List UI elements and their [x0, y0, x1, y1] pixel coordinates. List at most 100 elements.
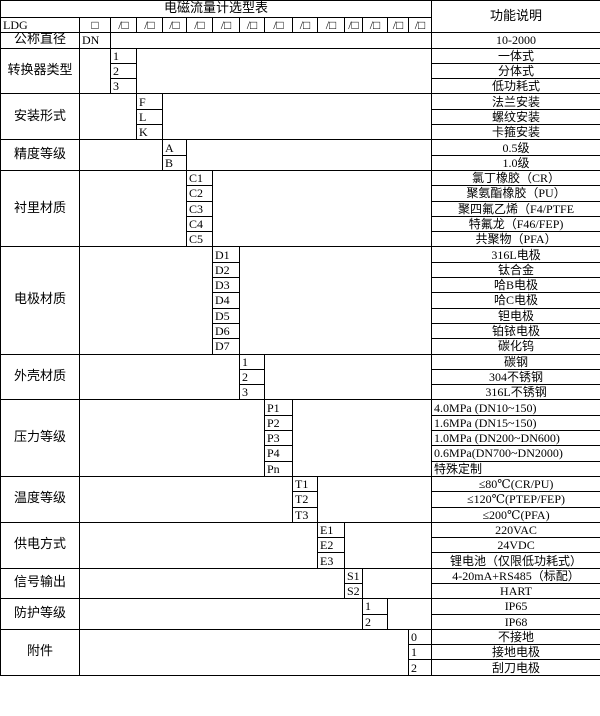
option-row: T3 ≤200℃(PFA)	[1, 506, 600, 523]
model-slot: /□	[212, 16, 240, 34]
model-slot: /□	[186, 16, 213, 34]
model-slot: /□	[407, 16, 433, 34]
option-row: 安装形式 F 法兰安装	[0, 93, 600, 141]
option-code: S1	[344, 567, 363, 584]
option-desc: 法兰安装	[431, 93, 600, 110]
option-desc: 316L电极	[431, 246, 600, 263]
option-row: 温度等级 T1 ≤80℃(CR/PU)	[0, 475, 600, 523]
nominal-diameter-code: DN	[79, 32, 111, 49]
blank-cell	[316, 475, 433, 523]
option-desc: 24VDC	[431, 537, 600, 554]
group-label: 防护等级	[0, 598, 80, 630]
blank-cell	[185, 139, 433, 171]
option-desc: 聚四氟乙烯（F4/PTFE	[431, 200, 600, 217]
option-desc: 碳化钨	[431, 338, 600, 355]
option-desc: 4.0MPa (DN10~150)	[431, 399, 600, 416]
option-desc: 聚氨酯橡胶（PU）	[431, 185, 600, 202]
option-desc: 304不锈钢	[431, 368, 600, 386]
option-code: 3	[110, 78, 137, 95]
blank-cell	[79, 521, 318, 569]
blank-cell	[79, 475, 293, 523]
option-code: E3	[317, 552, 345, 569]
option-code: P3	[264, 430, 293, 447]
option-row: 2 刮刀电极	[1, 659, 600, 676]
option-code: 1	[362, 598, 388, 615]
option-desc: IP65	[431, 598, 600, 615]
blank-cell	[109, 32, 433, 49]
nominal-diameter-label: 公称直径	[0, 32, 80, 49]
option-code: P1	[264, 399, 293, 416]
option-code: 2	[362, 613, 388, 630]
option-desc: 钽电极	[431, 307, 600, 324]
option-code: D5	[212, 307, 240, 324]
model-slot: /□	[317, 16, 345, 34]
option-code: D1	[212, 246, 240, 263]
blank-cell	[79, 246, 213, 355]
option-desc: 哈C电极	[431, 292, 600, 309]
option-desc: 1.0级	[431, 154, 600, 171]
option-desc: 1.6MPa (DN15~150)	[431, 414, 600, 432]
blank-cell	[79, 169, 187, 248]
option-row: 衬里材质 C1 氯丁橡胶（CR）	[0, 169, 600, 248]
option-code: A	[162, 139, 187, 156]
option-desc: 铂铱电极	[431, 322, 600, 340]
blank-cell	[79, 567, 345, 600]
option-code: 1	[110, 47, 137, 64]
blank-cell	[79, 353, 240, 401]
option-code: C1	[186, 169, 213, 187]
model-slot: /□	[344, 16, 363, 34]
model-slot: □	[79, 16, 111, 34]
option-row: C4 特氟龙（F46/FEP)	[1, 215, 600, 233]
option-desc: 低功耗式	[431, 78, 600, 95]
option-row: D6 铂铱电极	[1, 322, 600, 340]
option-desc: 分体式	[431, 62, 600, 80]
group-label: 温度等级	[0, 475, 80, 523]
option-desc: 刮刀电极	[431, 659, 600, 676]
model-slot: /□	[264, 16, 293, 34]
option-desc: 钛合金	[431, 261, 600, 279]
model-slot: /□	[162, 16, 187, 34]
option-desc: ≤80℃(CR/PU)	[431, 475, 600, 493]
option-desc: 螺纹安装	[431, 108, 600, 126]
group-label: 压力等级	[0, 399, 80, 477]
model-slot: /□	[387, 16, 409, 34]
option-code: 1	[239, 353, 265, 370]
option-row: C5 共聚物（PFA）	[1, 231, 600, 248]
option-desc: IP68	[431, 613, 600, 630]
option-desc: 316L不锈钢	[431, 384, 600, 401]
option-code: C3	[186, 200, 213, 217]
group-label: 衬里材质	[0, 169, 80, 248]
option-code: D6	[212, 322, 240, 340]
option-code: D7	[212, 338, 240, 355]
group-label: 供电方式	[0, 521, 80, 569]
option-row: E3 锂电池（仅限低功耗式）	[1, 552, 600, 569]
option-code: T1	[292, 475, 318, 493]
option-desc: 0.6MPa(DN700~DN2000)	[431, 445, 600, 462]
option-row: 转换器类型 1 一体式	[0, 47, 600, 95]
option-code: K	[136, 124, 163, 141]
desc-header: 功能说明	[431, 0, 600, 34]
nominal-diameter-desc: 10-2000	[431, 32, 600, 49]
blank-cell	[291, 399, 433, 477]
option-row: 精度等级 A 0.5级	[0, 139, 600, 171]
option-code: C2	[186, 185, 213, 202]
option-row: 供电方式 E1 220VAC	[0, 521, 600, 569]
option-row: 附件 0 不接地	[0, 628, 600, 676]
option-desc: 接地电极	[431, 644, 600, 661]
blank-cell	[79, 47, 111, 95]
option-desc: 哈B电极	[431, 277, 600, 294]
option-code: F	[136, 93, 163, 110]
group-label: 转换器类型	[0, 47, 80, 95]
selection-table: 电磁流量计选型表 功能说明 LDG □ /□/□/□/□/□/□/□/□/□/□…	[0, 0, 600, 676]
group-label: 外壳材质	[0, 353, 80, 401]
blank-cell	[79, 628, 409, 676]
blank-cell	[79, 399, 265, 477]
group-label: 精度等级	[0, 139, 80, 171]
blank-cell	[386, 598, 433, 630]
option-row: 压力等级 P1 4.0MPa (DN10~150)	[0, 399, 600, 477]
option-row: 3 低功耗式	[1, 78, 600, 95]
model-slot: /□	[136, 16, 163, 34]
nominal-diameter-row: 公称直径 DN 10-2000	[0, 32, 600, 49]
option-row: K 卡箍安装	[1, 124, 600, 141]
blank-cell	[79, 139, 163, 171]
